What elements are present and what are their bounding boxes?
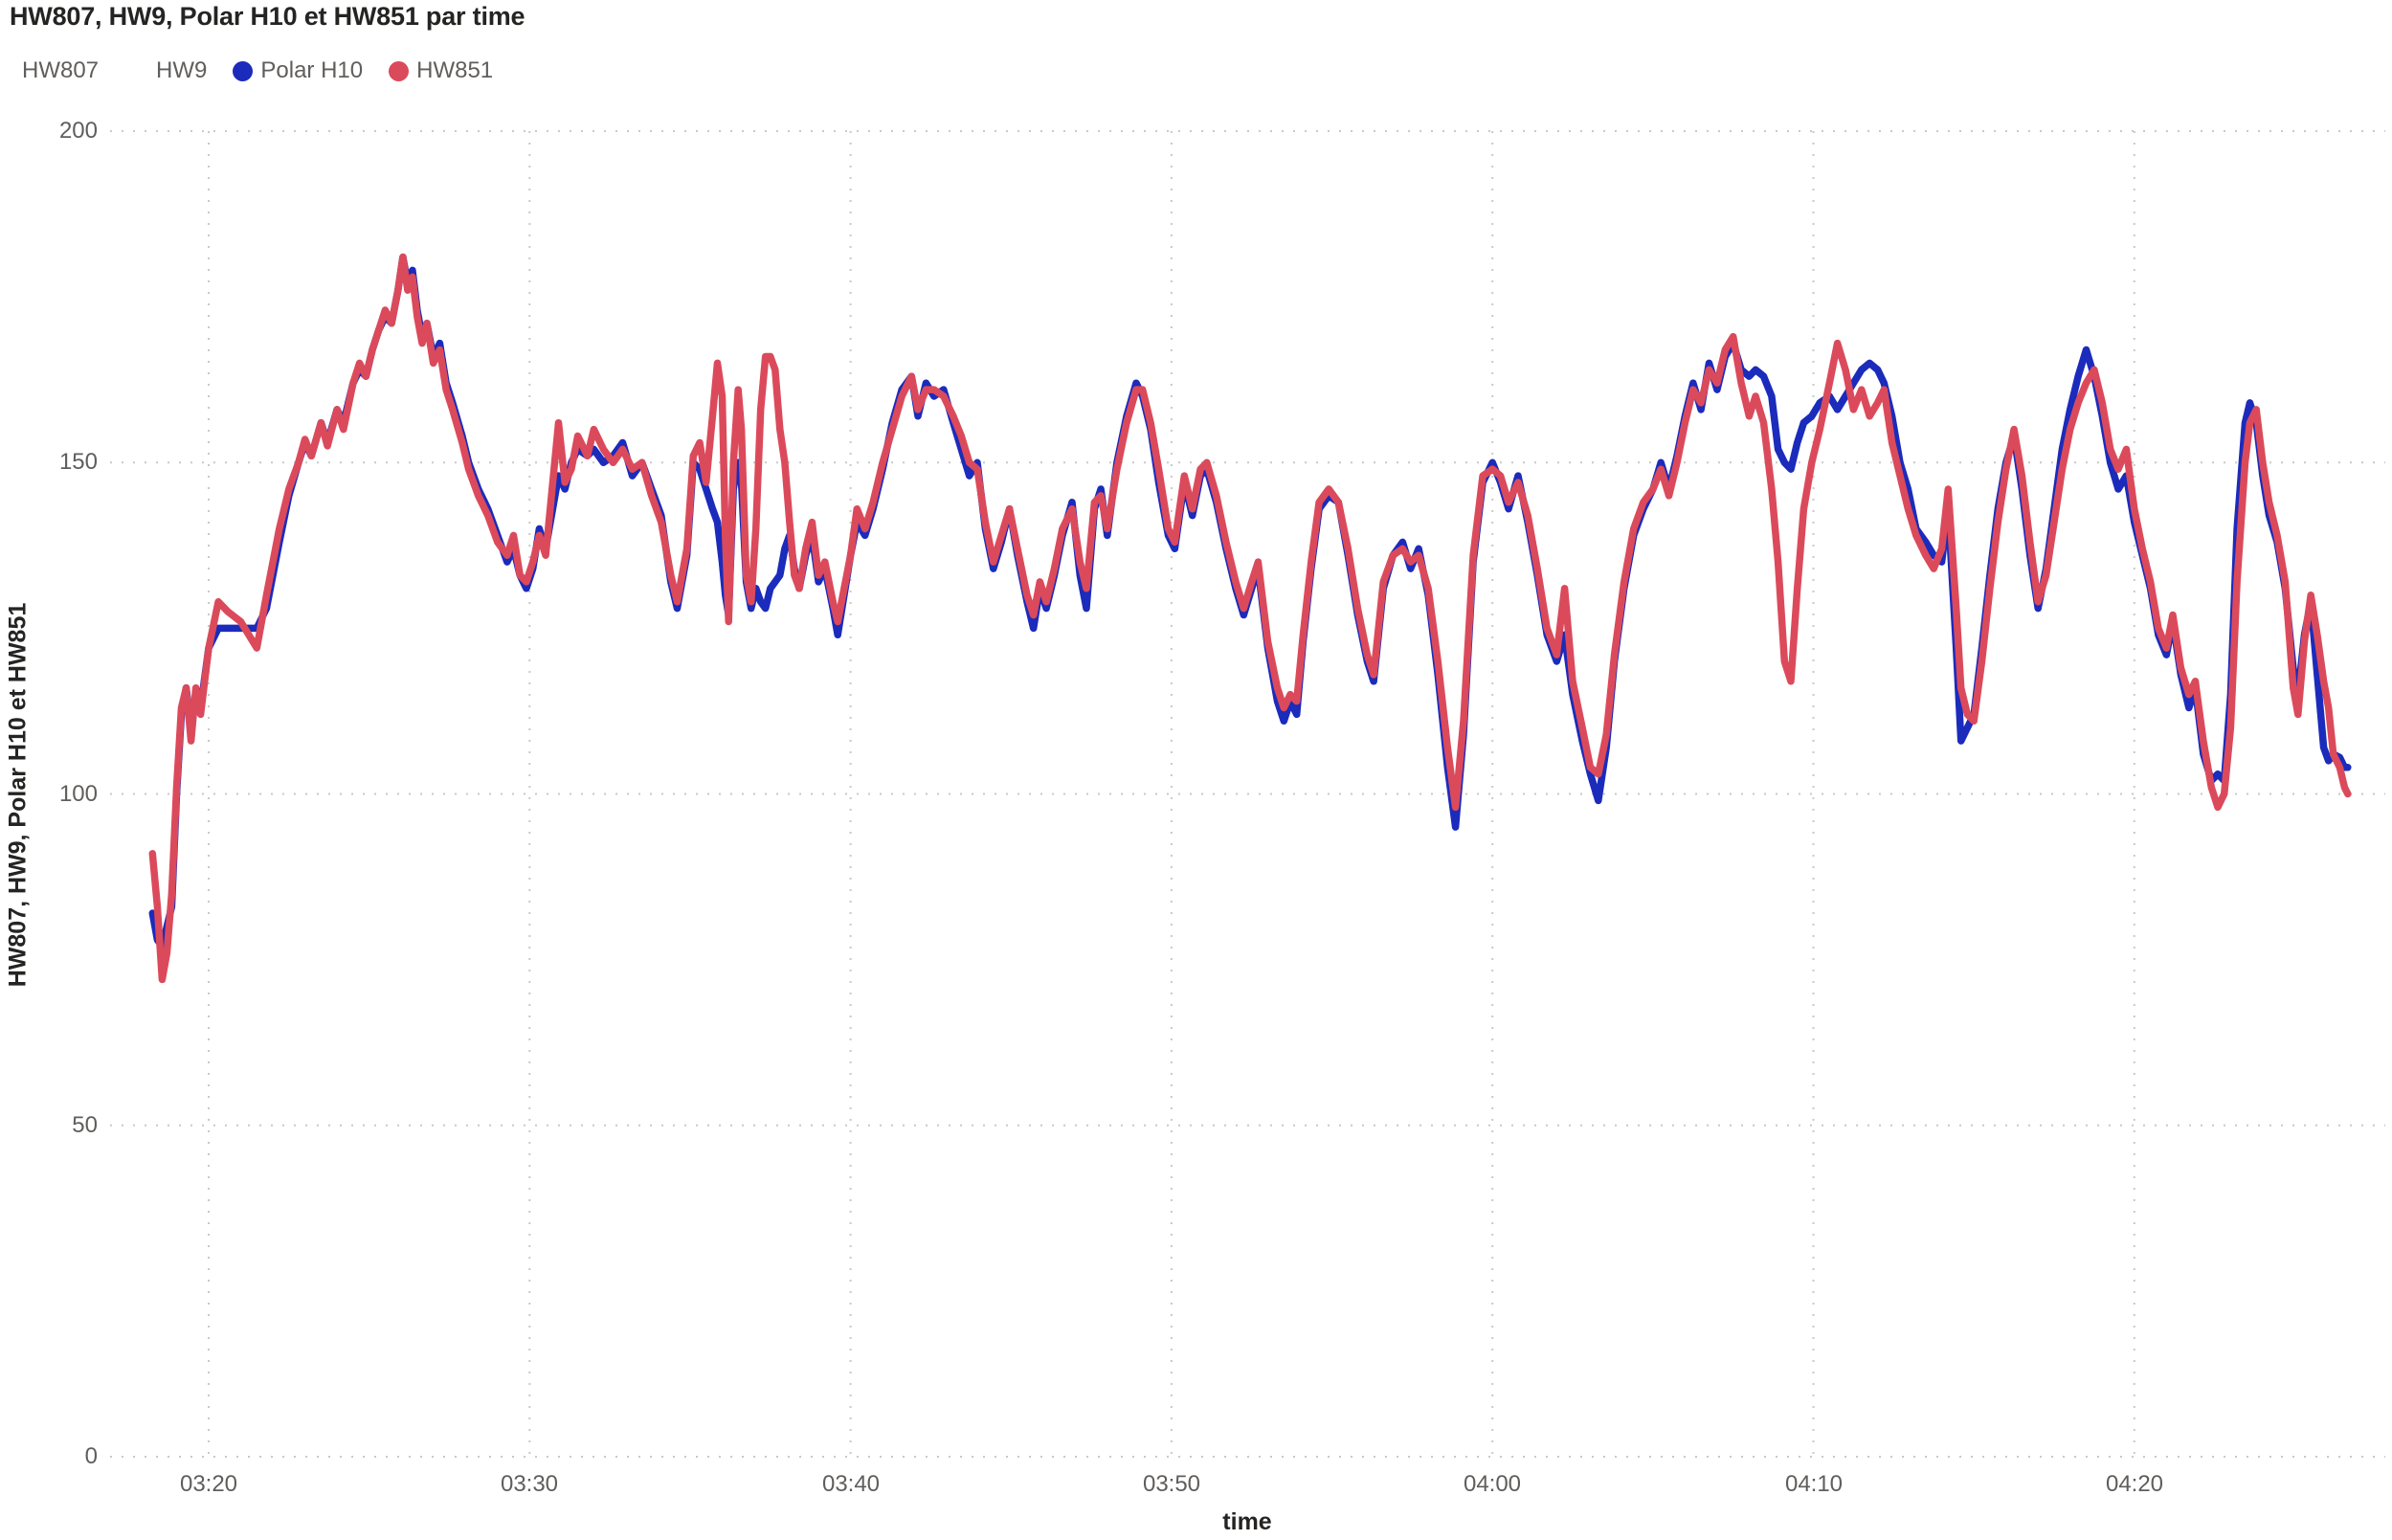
legend-label: HW9 <box>156 57 208 83</box>
legend: HW807 HW9 Polar H10 HW851 <box>22 57 493 84</box>
x-tick-label: 04:10 <box>1784 1471 1844 1497</box>
x-tick-label: 04:00 <box>1463 1471 1522 1497</box>
y-axis-title: HW807, HW9, Polar H10 et HW851 <box>4 602 32 988</box>
series-line-hw851 <box>148 253 2352 984</box>
legend-label: HW807 <box>22 57 100 83</box>
y-tick-label: 150 <box>58 449 98 475</box>
legend-dot-icon <box>389 60 410 81</box>
legend-label: Polar H10 <box>260 57 364 83</box>
x-tick-label: 03:30 <box>500 1471 559 1497</box>
chart-title: HW807, HW9, Polar H10 et HW851 par time <box>10 2 525 31</box>
x-tick-label: 04:20 <box>2105 1471 2164 1497</box>
legend-dot-icon <box>233 60 254 81</box>
y-tick-label: 50 <box>72 1112 98 1138</box>
y-tick-label: 0 <box>84 1443 98 1469</box>
x-tick-label: 03:50 <box>1142 1471 1201 1497</box>
series-line-polar-h10 <box>148 253 2352 950</box>
legend-item-polar-h10[interactable]: Polar H10 <box>233 57 363 84</box>
y-tick-label: 100 <box>58 781 98 807</box>
legend-item-hw851[interactable]: HW851 <box>389 57 493 84</box>
gridlines <box>110 130 2385 1458</box>
x-tick-label: 03:40 <box>821 1471 881 1497</box>
x-axis-title: time <box>1222 1508 1272 1535</box>
legend-label: HW851 <box>416 57 494 83</box>
x-tick-label: 03:20 <box>179 1471 238 1497</box>
y-tick-label: 200 <box>58 118 98 144</box>
legend-item-hw807[interactable]: HW807 <box>22 57 99 84</box>
legend-item-hw9[interactable]: HW9 <box>156 57 207 84</box>
